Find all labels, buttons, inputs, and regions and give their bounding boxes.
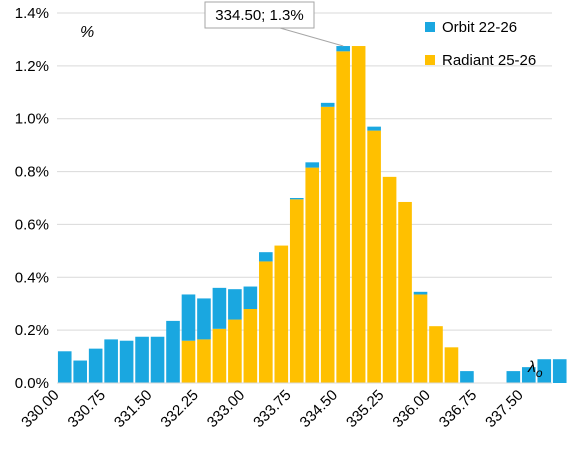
bar-radiant	[243, 309, 258, 383]
bar-radiant	[444, 347, 459, 383]
y-tick-label: 0.6%	[15, 216, 49, 233]
bar-orbit	[552, 359, 567, 383]
bar-orbit	[243, 286, 258, 309]
y-tick-label: 0.2%	[15, 322, 49, 339]
legend-swatch-orbit	[425, 22, 435, 32]
y-tick-label: 1.0%	[15, 111, 49, 128]
y-tick-labels: 0.0% 0.2% 0.4% 0.6% 0.8% 1.0% 1.2% 1.4%	[15, 5, 49, 392]
bars	[57, 46, 567, 384]
bar-orbit	[150, 336, 165, 383]
bar-orbit	[320, 102, 335, 107]
x-tick-label: 332.25	[157, 387, 201, 431]
bar-orbit	[135, 336, 149, 383]
bar-orbit	[228, 289, 242, 320]
bar-radiant	[320, 106, 335, 384]
y-tick-label: 0.0%	[15, 375, 49, 392]
x-tick-label: 334.50	[297, 387, 341, 431]
bar-radiant	[367, 130, 381, 383]
callout-text: 334.50; 1.3%	[215, 7, 303, 24]
bar-radiant	[197, 339, 211, 383]
bar-radiant	[259, 261, 273, 383]
y-tick-label: 0.8%	[15, 164, 49, 181]
bar-orbit	[212, 287, 227, 329]
bar-radiant	[336, 51, 350, 383]
x-unit-symbol: λ	[527, 359, 536, 376]
bar-orbit	[166, 320, 180, 383]
bar-radiant	[212, 328, 227, 383]
x-unit-label: λo	[527, 359, 543, 380]
y-unit-label: %	[80, 24, 94, 41]
y-tick-label: 1.2%	[15, 58, 49, 75]
bar-radiant	[429, 326, 443, 383]
y-tick-label: 0.4%	[15, 269, 49, 286]
x-tick-label: 330.75	[65, 387, 109, 431]
x-tick-label: 336.00	[389, 387, 433, 431]
bar-orbit	[367, 126, 381, 131]
bar-orbit	[305, 162, 320, 168]
bar-radiant	[289, 199, 304, 383]
legend-label-radiant: Radiant 25-26	[442, 52, 536, 69]
x-tick-label: 335.25	[343, 387, 387, 431]
bar-orbit	[289, 198, 304, 200]
x-tick-label: 333.75	[250, 387, 294, 431]
legend-swatch-radiant	[425, 55, 435, 65]
bar-radiant	[382, 176, 397, 383]
bar-radiant	[305, 167, 320, 383]
gridlines	[57, 12, 552, 331]
bar-radiant	[181, 340, 196, 383]
x-tick-label: 336.75	[436, 387, 480, 431]
bar-orbit	[181, 294, 196, 341]
callout-leader-line	[279, 27, 344, 47]
bar-orbit	[521, 367, 536, 383]
x-tick-label: 333.00	[204, 387, 248, 431]
bar-orbit	[413, 291, 428, 295]
bar-orbit	[57, 351, 72, 383]
x-tick-label: 331.50	[111, 387, 155, 431]
bar-radiant	[413, 294, 428, 383]
bar-orbit	[336, 46, 350, 52]
y-tick-label: 1.4%	[15, 5, 49, 22]
legend: Orbit 22-26 Radiant 25-26	[425, 19, 536, 69]
bar-orbit	[460, 371, 474, 383]
bar-orbit	[73, 360, 88, 383]
data-callout: 334.50; 1.3%	[204, 1, 344, 47]
bar-radiant	[351, 46, 366, 384]
bar-orbit	[88, 348, 103, 383]
bar-radiant	[274, 245, 289, 383]
x-tick-label: 337.50	[482, 387, 526, 431]
legend-label-orbit: Orbit 22-26	[442, 19, 517, 36]
bar-orbit	[259, 252, 273, 262]
bar-radiant	[228, 319, 242, 383]
bar-orbit	[119, 340, 134, 383]
x-tick-labels: 330.00 330.75 331.50 332.25 333.00 333.75 334.…	[18, 387, 527, 431]
bar-orbit	[506, 371, 521, 383]
bar-orbit	[197, 298, 211, 340]
bar-orbit	[104, 339, 118, 383]
x-tick-label: 330.00	[18, 387, 62, 431]
x-unit-subscript: o	[536, 366, 543, 380]
bar-radiant	[398, 201, 412, 383]
callout-box	[204, 1, 315, 29]
bar-orbit	[537, 359, 552, 383]
